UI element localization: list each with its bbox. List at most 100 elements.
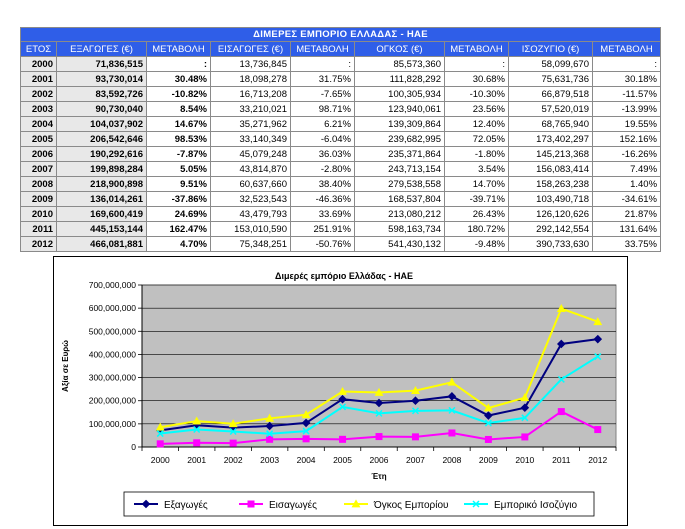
table-cell: 43,814,870: [210, 161, 291, 177]
marker-stroke: [411, 407, 419, 415]
data-point: [374, 387, 384, 396]
table-cell: 5.05%: [146, 161, 211, 177]
table-cell: 123,940,061: [354, 101, 445, 117]
column-header: ΜΕΤΑΒΟΛΗ: [444, 41, 509, 57]
table-cell: 103,490,718: [508, 191, 593, 207]
x-tick-label: 2006: [370, 455, 389, 465]
table-cell: 145,213,368: [508, 146, 593, 162]
table-row: 2002 83,592,726 -10.82% 16,713,208 -7.65% 100…: [20, 86, 662, 102]
table-cell: 13,736,845: [210, 56, 291, 72]
table-cell: 16,713,208: [210, 86, 291, 102]
table-cell: 33,210,021: [210, 101, 291, 117]
table-cell: 111,828,292: [354, 71, 445, 87]
marker-stroke: [521, 414, 529, 422]
chart-title: Διμερές εμπόριο Ελλάδας - ΗΑΕ: [275, 271, 413, 281]
data-point: [266, 430, 274, 438]
data-point: [193, 425, 201, 434]
table-cell: -9.48%: [444, 236, 509, 252]
table-cell: -39.71%: [444, 191, 509, 207]
table-cell: 152.16%: [591, 131, 662, 147]
table-row: 2010 169,600,419 24.69% 43,479,793 33.69% 213…: [20, 206, 662, 222]
table-cell: -7.87%: [146, 146, 211, 162]
table-cell: 31.75%: [290, 71, 355, 87]
legend-marker: [472, 500, 480, 508]
table-cell: 32,523,543: [210, 191, 291, 207]
data-point: [448, 429, 456, 437]
year-cell: 2006: [20, 146, 57, 162]
y-tick-label: 500,000,000: [89, 326, 137, 336]
table-row: 2009 136,014,261 -37.86% 32,523,543 -46.36% 1…: [20, 191, 662, 207]
column-header: ΟΓΚΟΣ (€): [354, 41, 445, 57]
table-cell: 14.67%: [146, 116, 211, 132]
marker-stroke: [266, 430, 274, 438]
table-cell: 213,080,212: [354, 206, 445, 222]
data-point: [411, 396, 420, 406]
table-header-row: ΕΤΟΣ ΕΞΑΓΩΓΕΣ (€) ΜΕΤΑΒΟΛΗ ΕΙΣΑΓΩΓΕΣ (€) ΜΕΤ…: [20, 41, 662, 57]
legend-marker: [351, 499, 361, 508]
table-cell: 14.70%: [444, 176, 509, 192]
table-cell: 85,573,360: [354, 56, 445, 72]
data-point: [266, 435, 274, 443]
data-point: [155, 422, 165, 431]
data-point: [594, 353, 602, 361]
data-point: [594, 426, 602, 434]
table-cell: 466,081,881: [56, 236, 147, 252]
table-cell: 38.40%: [290, 176, 355, 192]
x-tick-label: 2002: [224, 455, 243, 465]
table-cell: 279,538,558: [354, 176, 445, 192]
table-cell: -10.82%: [146, 86, 211, 102]
x-tick-label: 2012: [588, 455, 607, 465]
table-cell: 8.54%: [146, 101, 211, 117]
legend-label: Εμπορικό Ισοζύγιο: [494, 499, 577, 511]
y-tick-label: 300,000,000: [89, 373, 137, 383]
table-cell: 19.55%: [591, 116, 662, 132]
data-point: [411, 385, 420, 394]
data-point: [557, 375, 565, 383]
table-cell: 139,309,864: [354, 116, 445, 132]
marker-stroke: [557, 375, 565, 383]
x-tick-label: 2001: [187, 455, 206, 465]
table-cell: 43,479,793: [210, 206, 291, 222]
table-cell: :: [444, 56, 509, 72]
year-cell: 2000: [20, 56, 57, 72]
data-point: [339, 435, 347, 443]
table-cell: 1.40%: [591, 176, 662, 192]
table-cell: 36.03%: [290, 146, 355, 162]
column-header: ΕΙΣΑΓΩΓΕΣ (€): [210, 41, 291, 57]
marker-stroke: [484, 419, 492, 427]
table-row: 2011 445,153,144 162.47% 153,010,590 251.91%…: [20, 221, 662, 237]
data-point: [156, 430, 164, 438]
table-cell: 292,142,554: [508, 221, 593, 237]
y-tick-label: 100,000,000: [89, 419, 137, 429]
series-2: [156, 408, 602, 448]
marker-stroke: [472, 500, 480, 508]
table-cell: :: [591, 56, 662, 72]
table-cell: 104,037,902: [56, 116, 147, 132]
table-cell: 199,898,284: [56, 161, 147, 177]
table-cell: 168,537,804: [354, 191, 445, 207]
table-cell: 66,879,518: [508, 86, 593, 102]
y-tick-label: 700,000,000: [89, 280, 137, 290]
table-cell: 7.49%: [591, 161, 662, 177]
data-point: [156, 440, 164, 448]
table-cell: 26.43%: [444, 206, 509, 222]
table-cell: -16.26%: [591, 146, 662, 162]
data-point: [484, 435, 492, 443]
table-cell: 98.71%: [290, 101, 355, 117]
table-row: 2003 90,730,040 8.54% 33,210,021 98.71% 123,9…: [20, 101, 662, 117]
data-point: [520, 403, 530, 413]
table-cell: 239,682,995: [354, 131, 445, 147]
legend-label: Εξαγωγές: [164, 499, 208, 511]
table-cell: 126,120,626: [508, 206, 593, 222]
year-cell: 2011: [20, 221, 57, 237]
data-point: [374, 398, 384, 408]
x-tick-label: 2007: [406, 455, 425, 465]
table-cell: 33.69%: [290, 206, 355, 222]
marker-stroke: [302, 427, 310, 435]
y-axis-ticks: 0 100,000,000 200,000,000 300,000,000 400,00…: [89, 280, 143, 452]
table-cell: 169,600,419: [56, 206, 147, 222]
table-cell: 9.51%: [146, 176, 211, 192]
table-row: 2007 199,898,284 5.05% 43,814,870 -2.80% 243,…: [20, 161, 662, 177]
table-cell: 153,010,590: [210, 221, 291, 237]
table-row: 2000 71,836,515:13,736,845:85,573,360:58,…: [20, 56, 662, 72]
